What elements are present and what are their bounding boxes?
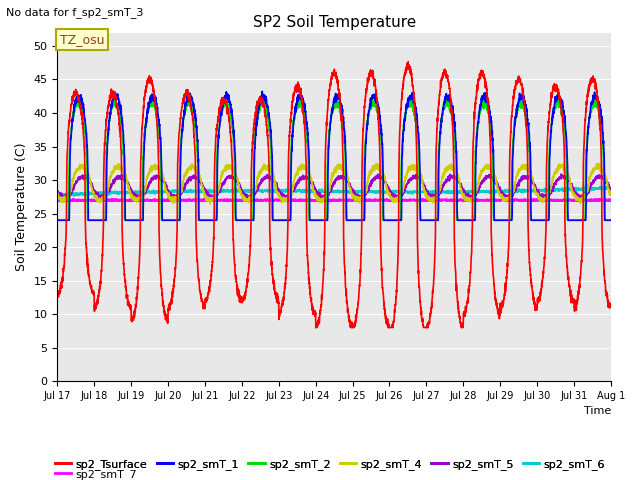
sp2_smT_2 — [295, 94, 303, 99]
Line: sp2_Tsurface: sp2_Tsurface — [58, 62, 611, 327]
sp2_smT_4 — [595, 160, 602, 166]
sp2_smT_2 — [54, 217, 61, 223]
sp2_smT_4 — [172, 197, 180, 203]
sp2_smT_1 — [607, 217, 614, 223]
sp2_smT_7 — [607, 197, 614, 203]
sp2_smT_4 — [54, 192, 61, 198]
sp2_smT_4 — [555, 166, 563, 172]
Text: TZ_osu: TZ_osu — [60, 33, 105, 46]
Line: sp2_smT_1: sp2_smT_1 — [58, 91, 611, 220]
sp2_smT_4 — [607, 192, 614, 197]
sp2_smT_1 — [172, 217, 180, 223]
sp2_smT_7 — [326, 199, 333, 204]
Line: sp2_smT_5: sp2_smT_5 — [58, 174, 611, 199]
Text: Time: Time — [584, 406, 611, 416]
sp2_smT_7 — [592, 196, 600, 202]
sp2_smT_4 — [206, 201, 214, 207]
sp2_smT_5 — [172, 192, 180, 198]
Line: sp2_smT_4: sp2_smT_4 — [58, 163, 611, 204]
sp2_smT_5 — [607, 188, 614, 193]
sp2_smT_4 — [607, 192, 614, 197]
sp2_smT_5 — [557, 171, 565, 177]
sp2_smT_5 — [54, 188, 61, 194]
sp2_smT_2 — [398, 144, 406, 150]
sp2_smT_7 — [607, 197, 614, 203]
sp2_smT_5 — [388, 193, 396, 199]
sp2_smT_1 — [555, 95, 563, 100]
Legend: sp2_smT_7: sp2_smT_7 — [51, 464, 142, 480]
Legend: sp2_Tsurface, sp2_smT_1, sp2_smT_2, sp2_smT_4, sp2_smT_5, sp2_smT_6: sp2_Tsurface, sp2_smT_1, sp2_smT_2, sp2_… — [51, 455, 610, 474]
Title: SP2 Soil Temperature: SP2 Soil Temperature — [253, 15, 416, 30]
sp2_smT_6 — [555, 186, 563, 192]
sp2_smT_5 — [398, 191, 406, 197]
sp2_Tsurface — [607, 303, 614, 309]
sp2_Tsurface — [54, 288, 61, 293]
Y-axis label: Soil Temperature (C): Soil Temperature (C) — [15, 143, 28, 271]
sp2_Tsurface — [208, 262, 216, 268]
sp2_smT_1 — [388, 217, 396, 223]
sp2_smT_2 — [388, 217, 396, 223]
sp2_Tsurface — [312, 324, 319, 330]
sp2_smT_7 — [54, 197, 61, 203]
sp2_Tsurface — [404, 59, 412, 65]
sp2_smT_6 — [398, 190, 406, 195]
sp2_smT_6 — [388, 190, 396, 195]
sp2_smT_6 — [54, 192, 61, 198]
Line: sp2_smT_7: sp2_smT_7 — [58, 199, 611, 202]
sp2_Tsurface — [555, 90, 563, 96]
Line: sp2_smT_2: sp2_smT_2 — [58, 96, 611, 220]
sp2_Tsurface — [398, 93, 406, 98]
sp2_smT_4 — [398, 189, 406, 195]
sp2_smT_2 — [172, 217, 180, 223]
sp2_Tsurface — [607, 302, 614, 308]
sp2_smT_7 — [555, 198, 563, 204]
sp2_smT_5 — [607, 187, 614, 192]
sp2_smT_5 — [208, 194, 216, 200]
sp2_smT_6 — [596, 184, 604, 190]
sp2_smT_6 — [172, 188, 180, 194]
sp2_smT_6 — [208, 189, 216, 194]
sp2_smT_4 — [208, 195, 216, 201]
sp2_smT_1 — [208, 217, 216, 223]
sp2_smT_1 — [54, 217, 61, 223]
sp2_smT_4 — [388, 194, 396, 200]
sp2_smT_2 — [607, 217, 614, 223]
sp2_smT_6 — [607, 185, 614, 191]
Line: sp2_smT_6: sp2_smT_6 — [58, 187, 611, 196]
sp2_Tsurface — [172, 257, 180, 263]
sp2_smT_6 — [55, 193, 63, 199]
sp2_smT_6 — [607, 186, 614, 192]
sp2_smT_1 — [607, 217, 614, 223]
sp2_smT_7 — [388, 198, 396, 204]
sp2_smT_5 — [555, 176, 563, 182]
sp2_smT_7 — [398, 198, 406, 204]
Text: No data for f_sp2_smT_3: No data for f_sp2_smT_3 — [6, 7, 144, 18]
sp2_smT_2 — [208, 217, 216, 223]
sp2_smT_2 — [555, 101, 563, 107]
sp2_smT_1 — [259, 88, 266, 94]
sp2_smT_2 — [607, 217, 614, 223]
sp2_smT_5 — [98, 196, 106, 202]
sp2_Tsurface — [388, 324, 396, 330]
sp2_smT_7 — [208, 197, 216, 203]
sp2_smT_1 — [398, 158, 406, 164]
sp2_smT_7 — [172, 197, 180, 203]
